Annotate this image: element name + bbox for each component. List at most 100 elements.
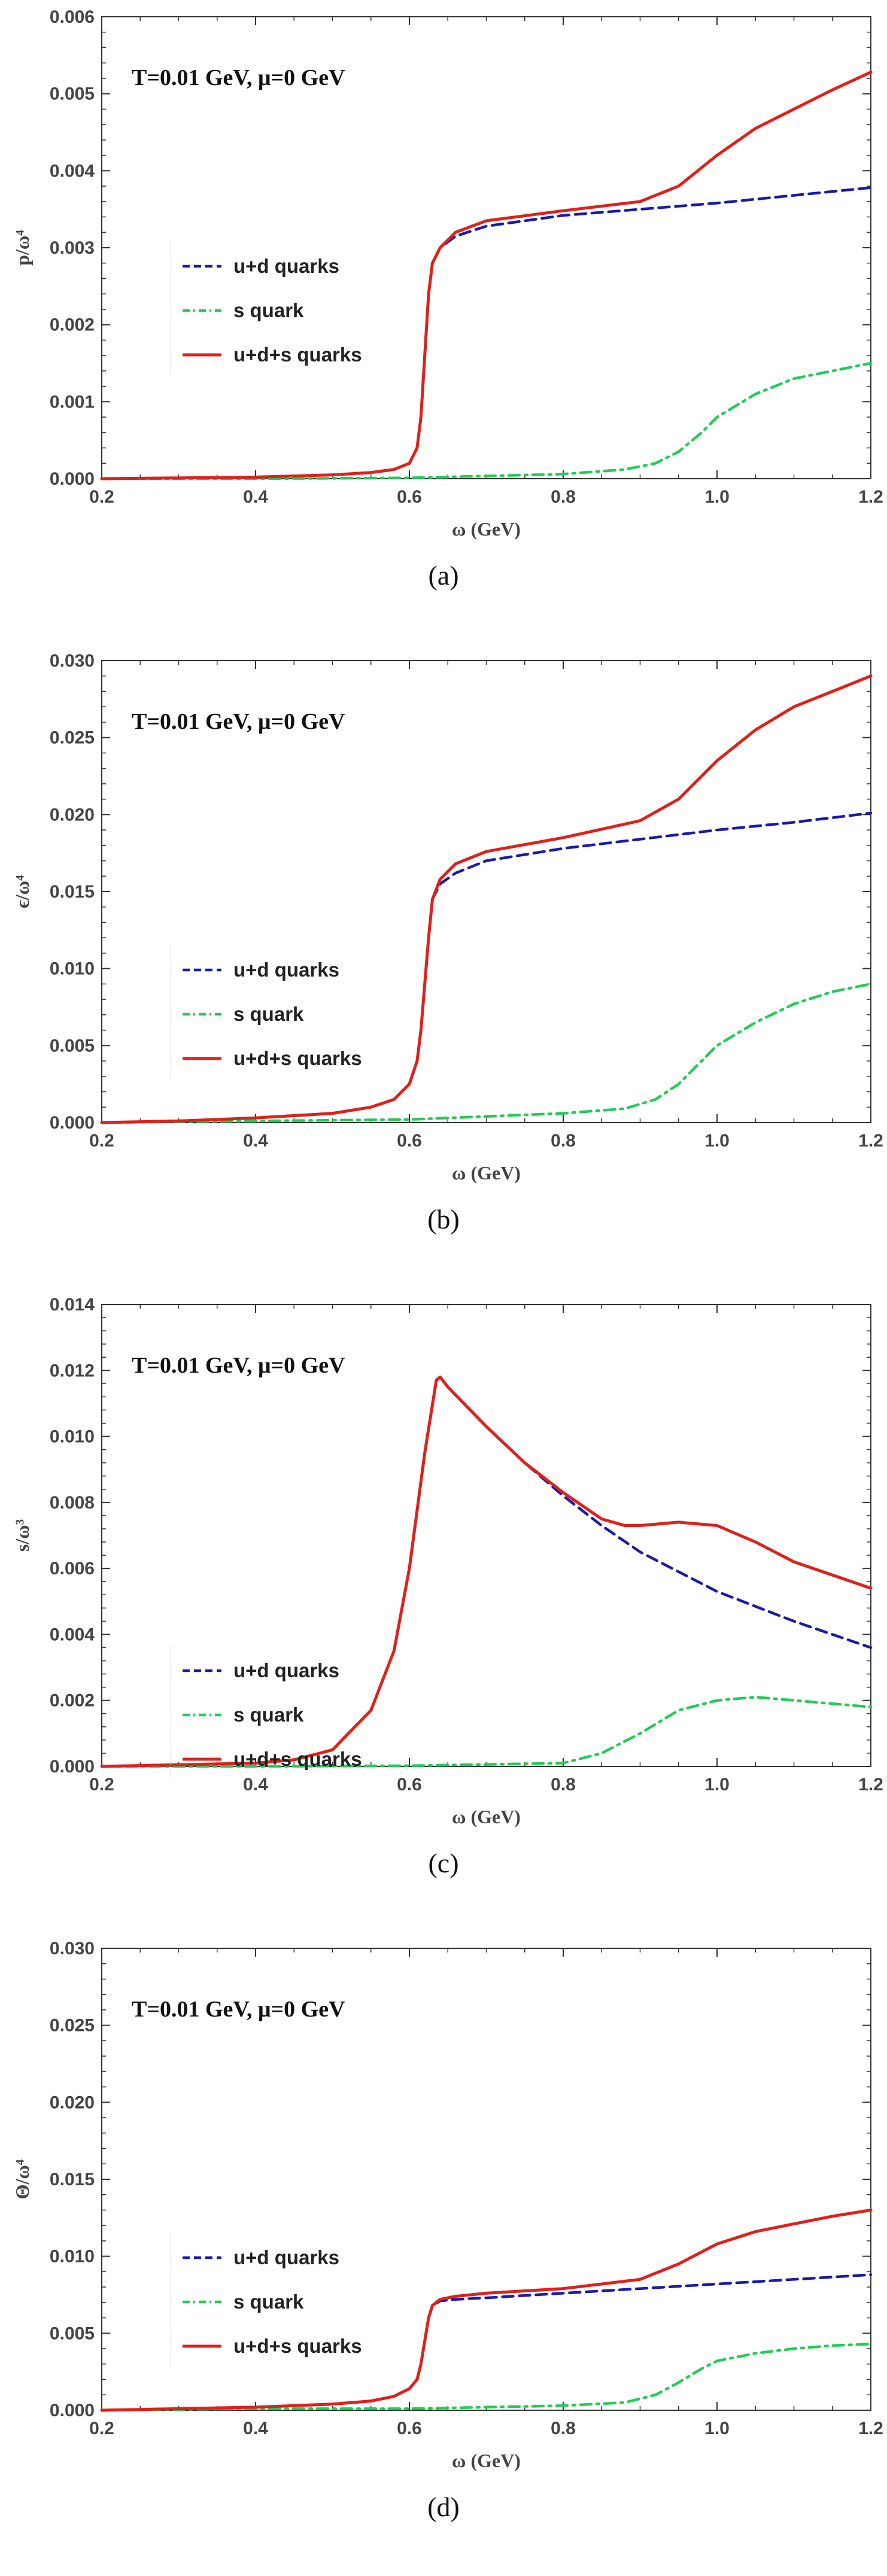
legend-label: u+d quarks <box>233 255 339 277</box>
legend-label: u+d+s quarks <box>233 343 362 366</box>
y-tick-label: 0.002 <box>50 315 95 335</box>
legend-label: u+d+s quarks <box>233 1748 362 1770</box>
y-tick-label: 0.030 <box>50 1939 95 1958</box>
chart-b: 0.2 0.4 0.6 0.8 1.0 1.2 0.000 0.005 0.010 0.015 0.… <box>11 651 883 1184</box>
chart-c: 0.2 0.4 0.6 0.8 1.0 1.2 0.000 0.002 0.004 0.006 0.… <box>11 1295 883 1827</box>
x-tick-label: 0.6 <box>397 1131 422 1151</box>
y-tick-label: 0.004 <box>50 161 95 181</box>
chart-caption: (c) <box>428 1848 459 1878</box>
series-line-3 <box>100 1375 873 1768</box>
x-tick-label: 0.6 <box>397 1775 422 1795</box>
series-line-2 <box>100 983 873 1124</box>
legend-label: u+d+s quarks <box>233 1047 362 1069</box>
y-tick-label: 0.005 <box>50 84 95 104</box>
series-line-3 <box>100 674 873 1124</box>
y-tick-label: 0.004 <box>50 1625 95 1644</box>
y-tick-label: 0.025 <box>50 2016 95 2036</box>
y-tick-label: 0.003 <box>50 238 95 258</box>
x-tick-label: 1.2 <box>858 487 883 507</box>
y-tick-label: 0.030 <box>50 651 95 671</box>
x-axis-label: ω (GeV) <box>452 2450 521 2471</box>
y-tick-label: 0.010 <box>50 1427 95 1447</box>
y-tick-label: 0.014 <box>50 1295 95 1315</box>
x-tick-label: 0.8 <box>551 1131 576 1151</box>
y-tick-label: 0.000 <box>50 1113 95 1133</box>
chart-a: 0.2 0.4 0.6 0.8 1.0 1.2 0.000 0.001 0.002 0.003 0.… <box>11 7 883 540</box>
y-axis-label: p/ω⁴ <box>11 230 33 266</box>
chart-panel-d: 0.2 0.4 0.6 0.8 1.0 1.2 0.000 0.005 0.010 0.015 0.… <box>0 1932 887 2575</box>
series-line-2 <box>100 361 873 480</box>
x-tick-label: 1.2 <box>858 1775 883 1795</box>
x-tick-label: 0.6 <box>397 2419 422 2438</box>
series-line-3 <box>100 2209 873 2412</box>
x-tick-label: 1.2 <box>858 2419 883 2438</box>
x-tick-label: 0.8 <box>551 2419 576 2438</box>
y-tick-label: 0.006 <box>50 7 95 27</box>
series-line-1 <box>100 2273 873 2412</box>
y-tick-label: 0.020 <box>50 2093 95 2112</box>
chart-caption: (d) <box>427 2492 460 2522</box>
series-line-1 <box>100 811 873 1124</box>
y-tick-label: 0.012 <box>50 1361 95 1380</box>
x-tick-label: 0.8 <box>551 487 576 507</box>
chart-caption: (b) <box>427 1204 460 1234</box>
x-axis-label: ω (GeV) <box>452 1806 521 1827</box>
y-tick-label: 0.001 <box>50 392 95 412</box>
y-tick-label: 0.000 <box>50 469 95 489</box>
chart-annotation: T=0.01 GeV, μ=0 GeV <box>132 1353 345 1378</box>
y-tick-label: 0.008 <box>50 1493 95 1513</box>
chart-annotation: T=0.01 GeV, μ=0 GeV <box>132 1997 345 2022</box>
y-tick-label: 0.005 <box>50 2323 95 2343</box>
y-tick-label: 0.006 <box>50 1559 95 1579</box>
y-tick-label: 0.020 <box>50 805 95 825</box>
y-tick-label: 0.015 <box>50 2170 95 2189</box>
y-tick-label: 0.015 <box>50 882 95 902</box>
x-tick-label: 0.4 <box>243 1775 268 1795</box>
x-tick-label: 1.0 <box>704 1131 730 1151</box>
legend-label: s quark <box>233 1003 304 1025</box>
x-tick-label: 0.2 <box>89 2419 114 2438</box>
series-line-2 <box>100 2343 873 2412</box>
y-tick-label: 0.002 <box>50 1691 95 1711</box>
series-line-2 <box>100 1695 873 1768</box>
series-line-3 <box>100 71 873 480</box>
y-tick-label: 0.010 <box>50 959 95 979</box>
x-tick-label: 1.2 <box>858 1131 883 1151</box>
x-tick-label: 1.0 <box>704 2419 730 2438</box>
legend-label: u+d quarks <box>233 959 339 981</box>
x-tick-label: 0.2 <box>89 487 114 507</box>
chart-annotation: T=0.01 GeV, μ=0 GeV <box>132 65 345 90</box>
legend-label: s quark <box>233 1704 304 1726</box>
chart-panel-c: 0.2 0.4 0.6 0.8 1.0 1.2 0.000 0.002 0.004 0.006 0.… <box>0 1288 887 1932</box>
series-line-1 <box>100 1376 873 1768</box>
y-tick-label: 0.025 <box>50 728 95 748</box>
x-tick-label: 0.4 <box>243 487 268 507</box>
x-tick-label: 0.8 <box>551 1775 576 1795</box>
y-tick-label: 0.005 <box>50 1036 95 1056</box>
x-tick-label: 0.6 <box>397 487 422 507</box>
chart-panel-b: 0.2 0.4 0.6 0.8 1.0 1.2 0.000 0.005 0.010 0.015 0.… <box>0 644 887 1288</box>
legend-label: u+d quarks <box>233 1659 339 1681</box>
legend-label: s quark <box>233 299 304 321</box>
chart-d: 0.2 0.4 0.6 0.8 1.0 1.2 0.000 0.005 0.010 0.015 0.… <box>11 1939 883 2471</box>
x-tick-label: 1.0 <box>704 1775 730 1795</box>
legend-label: u+d quarks <box>233 2246 339 2268</box>
chart-caption: (a) <box>428 560 459 591</box>
chart-annotation: T=0.01 GeV, μ=0 GeV <box>132 709 345 734</box>
y-axis-label: Θ/ω⁴ <box>11 2159 33 2199</box>
x-axis-label: ω (GeV) <box>452 1162 521 1184</box>
chart-panel-a: 0.2 0.4 0.6 0.8 1.0 1.2 0.000 0.001 0.002 0.003 0.… <box>0 0 887 644</box>
y-tick-label: 0.010 <box>50 2247 95 2267</box>
legend-label: u+d+s quarks <box>233 2335 362 2357</box>
y-axis-label: ϵ/ω⁴ <box>11 875 33 908</box>
y-tick-label: 0.000 <box>50 2401 95 2420</box>
legend-label: s quark <box>233 2291 304 2313</box>
x-tick-label: 1.0 <box>704 487 730 507</box>
series-line-1 <box>100 186 873 480</box>
y-tick-label: 0.000 <box>50 1757 95 1777</box>
x-tick-label: 0.2 <box>89 1131 114 1151</box>
x-axis-label: ω (GeV) <box>452 518 521 540</box>
x-tick-label: 0.2 <box>89 1775 114 1795</box>
y-axis-label: s/ω³ <box>11 1519 33 1552</box>
x-tick-label: 0.4 <box>243 2419 268 2438</box>
